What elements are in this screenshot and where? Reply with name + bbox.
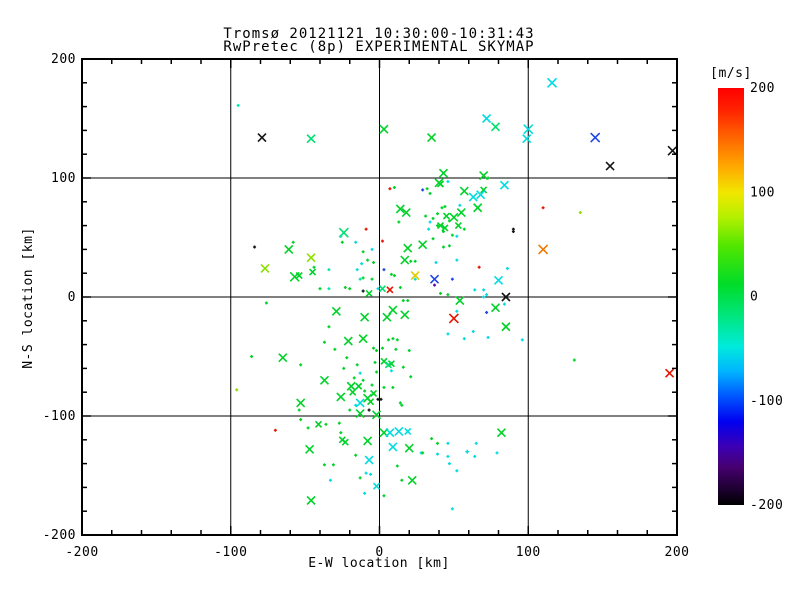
svg-text:0: 0 [68, 290, 76, 305]
svg-text:0: 0 [750, 290, 758, 305]
svg-text:200: 200 [51, 52, 76, 67]
svg-text:-200: -200 [43, 528, 76, 543]
x-axis-label: E-W location [km] [308, 556, 450, 571]
figure-title: Tromsø 20121121 10:30:00-10:31:43 [223, 26, 534, 42]
svg-text:200: 200 [750, 81, 775, 96]
svg-text:100: 100 [516, 545, 541, 560]
plot-gridlines [82, 59, 677, 535]
svg-text:-200: -200 [65, 545, 98, 560]
svg-text:-100: -100 [43, 409, 76, 424]
svg-text:200: 200 [665, 545, 690, 560]
scatter-points [235, 77, 678, 511]
axis-tick-labels: -200 -100 0 100 200 200 100 0 -100 -200 [43, 52, 690, 560]
y-axis-label: N-S location [km] [21, 227, 36, 369]
svg-text:0: 0 [375, 545, 383, 560]
figure-subtitle: RwPretec (8p) EXPERIMENTAL SKYMAP [223, 39, 534, 55]
svg-text:-100: -100 [750, 394, 783, 409]
colorbar: 200 100 0 -100 -200 [718, 81, 783, 513]
svg-text:-200: -200 [750, 498, 783, 513]
axis-ticks [81, 58, 678, 536]
colorbar-gradient [718, 88, 744, 505]
colorbar-unit-label: [m/s] [710, 66, 752, 81]
svg-text:-100: -100 [214, 545, 247, 560]
svg-text:100: 100 [51, 171, 76, 186]
svg-text:100: 100 [750, 185, 775, 200]
